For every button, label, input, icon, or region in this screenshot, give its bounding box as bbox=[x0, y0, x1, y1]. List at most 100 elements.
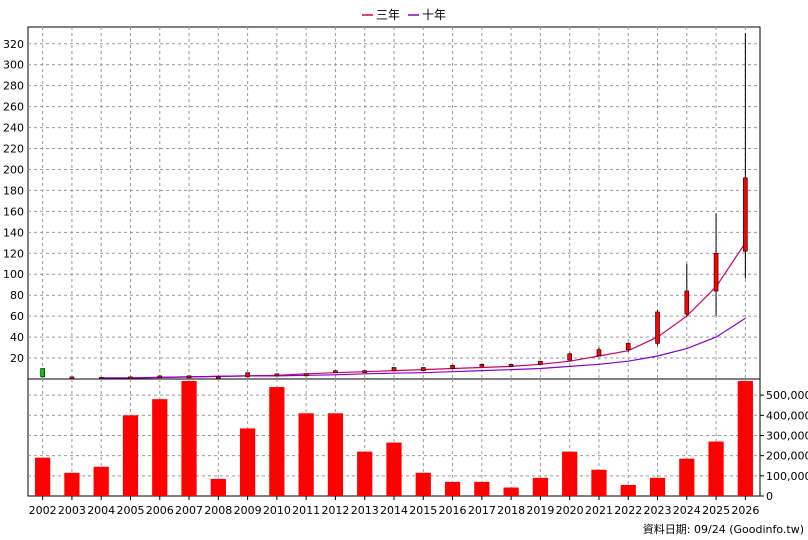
candle-2025 bbox=[713, 213, 719, 317]
price-ytick-label: 240 bbox=[3, 122, 24, 135]
volume-bar-2026 bbox=[737, 381, 753, 496]
xtick-label: 2021 bbox=[585, 504, 613, 517]
price-ytick-label: 300 bbox=[3, 59, 24, 72]
volume-bar-2017 bbox=[474, 481, 490, 496]
candle-2017 bbox=[479, 364, 485, 367]
candle-body bbox=[713, 252, 719, 292]
candle-2018 bbox=[508, 364, 514, 367]
xtick-label: 2005 bbox=[116, 504, 144, 517]
candle-body bbox=[479, 364, 485, 367]
volume-bar-2016 bbox=[444, 481, 461, 496]
xtick-label: 2018 bbox=[497, 504, 525, 517]
xtick-label: 2023 bbox=[644, 504, 672, 517]
volume-bar-2021 bbox=[591, 469, 607, 496]
price-ytick-label: 20 bbox=[10, 352, 24, 365]
xtick-label: 2024 bbox=[673, 504, 701, 517]
price-panel: 20 40 60 80 100 120 140 160 180 200 220 240 260 280 30… bbox=[3, 26, 761, 380]
candle-body bbox=[625, 343, 631, 350]
xtick-label: 2010 bbox=[263, 504, 291, 517]
candle-2014 bbox=[391, 367, 397, 371]
volume-bar-2023 bbox=[649, 477, 666, 496]
volume-ytick-label: 400,000 bbox=[766, 409, 808, 422]
xtick-label: 2012 bbox=[321, 504, 349, 517]
candle-2009 bbox=[245, 372, 250, 378]
legend-label: 三年 bbox=[376, 8, 400, 22]
candle-2019 bbox=[538, 360, 543, 365]
candle-2007 bbox=[186, 375, 192, 379]
candle-body bbox=[596, 349, 602, 357]
legend: 三年 十年 bbox=[362, 8, 446, 22]
candle-2023 bbox=[655, 309, 660, 346]
candle-body bbox=[333, 370, 338, 374]
volume-bar-2002 bbox=[35, 457, 51, 496]
candle-2012 bbox=[333, 370, 338, 374]
xtick-label: 2013 bbox=[351, 504, 379, 517]
xtick-label: 2016 bbox=[439, 504, 467, 517]
volume-ytick-label: 100,000 bbox=[766, 470, 808, 483]
volume-bar-2012 bbox=[327, 413, 344, 496]
candle-body bbox=[391, 367, 397, 371]
xtick-label: 2002 bbox=[29, 504, 57, 517]
volume-bar-2013 bbox=[357, 451, 373, 496]
price-ytick-label: 260 bbox=[3, 101, 24, 114]
xtick-label: 2008 bbox=[204, 504, 232, 517]
candle-body bbox=[684, 290, 690, 315]
candle-2006 bbox=[157, 375, 163, 379]
volume-ytick-label: 200,000 bbox=[766, 450, 808, 463]
candle-2016 bbox=[450, 365, 455, 369]
candle-body bbox=[40, 368, 45, 378]
candle-body bbox=[567, 353, 572, 361]
candle-2022 bbox=[625, 342, 631, 352]
xtick-label: 2026 bbox=[731, 504, 759, 517]
volume-bar-2018 bbox=[503, 487, 519, 496]
xtick-label: 2011 bbox=[292, 504, 320, 517]
legend-label: 十年 bbox=[422, 8, 446, 22]
xtick-label: 2019 bbox=[526, 504, 554, 517]
xtick-label: 2006 bbox=[146, 504, 174, 517]
price-ytick-label: 320 bbox=[3, 38, 24, 51]
price-ytick-label: 80 bbox=[10, 289, 24, 302]
volume-bar-2008 bbox=[210, 478, 226, 496]
candle-body bbox=[157, 375, 163, 379]
xtick-label: 2020 bbox=[556, 504, 584, 517]
xtick-label: 2003 bbox=[58, 504, 86, 517]
candle-body bbox=[655, 311, 660, 344]
volume-bar-2015 bbox=[415, 472, 431, 496]
volume-bar-2025 bbox=[708, 441, 724, 496]
volume-bar-2022 bbox=[620, 484, 636, 496]
price-ytick-label: 200 bbox=[3, 163, 24, 176]
xtick-label: 2017 bbox=[468, 504, 496, 517]
price-ytick-label: 220 bbox=[3, 143, 24, 156]
volume-bar-2014 bbox=[386, 442, 402, 496]
candle-2010 bbox=[274, 373, 280, 377]
price-ytick-label: 280 bbox=[3, 80, 24, 93]
volume-bar-2011 bbox=[298, 413, 314, 496]
volume-bar-2004 bbox=[93, 466, 109, 496]
volume-bar-2007 bbox=[181, 381, 197, 496]
volume-bar-2024 bbox=[679, 458, 695, 496]
candle-2015 bbox=[420, 367, 426, 371]
ma-line-ten-year bbox=[101, 317, 746, 379]
volume-ytick-label: 300,000 bbox=[766, 429, 808, 442]
candle-2002 bbox=[40, 368, 45, 378]
xtick-label: 2007 bbox=[175, 504, 203, 517]
volume-bar-2009 bbox=[239, 428, 256, 496]
xtick-label: 2004 bbox=[87, 504, 115, 517]
volume-bar-2005 bbox=[122, 415, 139, 496]
volume-bar-2006 bbox=[152, 399, 168, 496]
candle-body bbox=[420, 367, 426, 371]
volume-ytick-label: 500,000 bbox=[766, 389, 808, 402]
candle-2011 bbox=[303, 373, 309, 377]
xtick-label: 2014 bbox=[380, 504, 408, 517]
candle-body bbox=[245, 372, 250, 378]
volume-bar-2020 bbox=[562, 451, 578, 496]
candle-2026 bbox=[743, 33, 748, 279]
price-ytick-label: 180 bbox=[3, 184, 24, 197]
price-ytick-label: 60 bbox=[10, 310, 24, 323]
candle-body bbox=[743, 177, 748, 252]
price-ytick-label: 40 bbox=[10, 331, 24, 344]
x-axis: 2002 2003 2004 2005 2006 2007 2008 2009 2010 2011… bbox=[29, 496, 759, 517]
candle-body bbox=[303, 373, 309, 377]
